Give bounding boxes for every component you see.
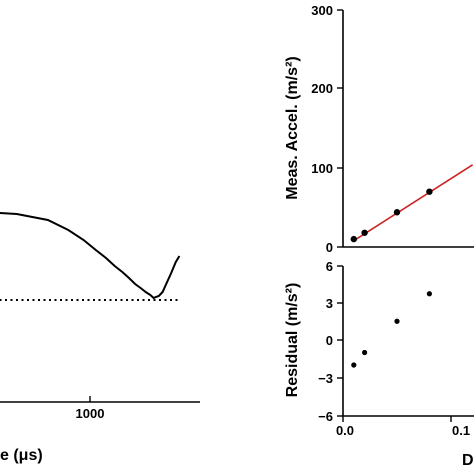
bottom-right-x-axis-title: D	[462, 452, 474, 469]
bottom-right-y-tick-label-0: 0	[326, 333, 333, 348]
top-data-point	[393, 209, 401, 216]
top-data-point	[350, 235, 357, 243]
bottom-right-x-tick-label-0.1: 0.1	[452, 423, 470, 438]
residual-point	[394, 318, 400, 324]
top-data-point	[361, 229, 368, 236]
residual-point	[426, 291, 432, 297]
left-x-tick-label: 1000	[76, 406, 105, 421]
residual-point	[362, 349, 368, 356]
bottom-right-y-tick-label-6: 6	[326, 259, 333, 274]
bottom-right-y-tick-label-n6: −6	[318, 409, 333, 424]
residual-point	[351, 362, 357, 368]
left-x-axis-title: e (μs)	[0, 447, 43, 464]
bottom-right-x-tick-label-0: 0.0	[336, 423, 354, 438]
bottom-right-y-axis-title: Residual (m/s²)	[284, 283, 301, 398]
top-right-y-axis-title: Meas. Accel. (m/s²)	[284, 56, 301, 199]
bottom-right-panel: −6 −3 0 3 6 0.0 0.1 Residual (m/s²) D	[284, 259, 474, 469]
top-right-y-tick-label-0: 0	[326, 240, 333, 255]
bottom-right-y-tick-label-n3: −3	[318, 371, 333, 386]
top-right-y-tick-label-200: 200	[311, 81, 333, 96]
bottom-right-y-tick-label-3: 3	[326, 296, 333, 311]
top-right-y-tick-label-100: 100	[311, 161, 333, 176]
top-right-panel: 0 100 200 300 Meas. Accel. (m/s²)	[284, 3, 474, 255]
fit-line	[353, 164, 474, 242]
left-panel: 1000 e (μs)	[0, 211, 200, 464]
left-series-line	[0, 211, 181, 300]
top-data-point	[426, 188, 433, 195]
top-right-y-tick-label-300: 300	[311, 3, 333, 18]
